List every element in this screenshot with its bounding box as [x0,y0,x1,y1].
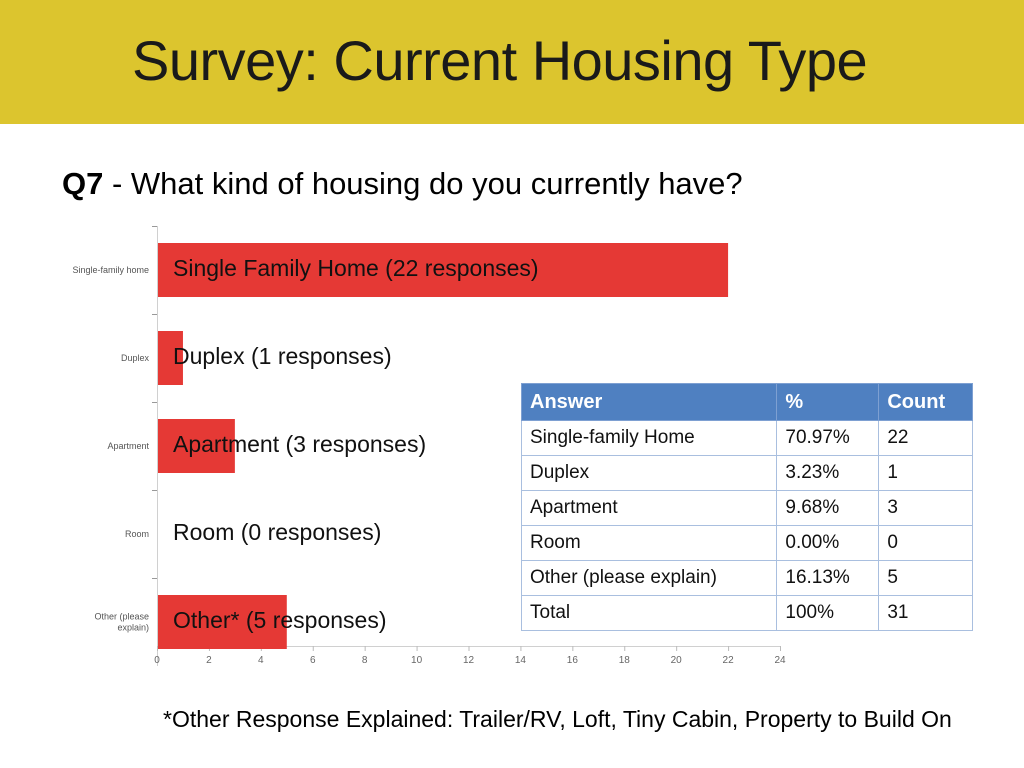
table-body: Single-family Home 70.97% 22 Duplex 3.23% 1 Ap… [520,420,973,631]
table-cell: 0.00% [776,525,880,561]
table-row: Other (please explain) 16.13% 5 [520,560,973,596]
bar-label: Single Family Home (22 responses) [173,255,539,281]
table-cell: Single-family Home [520,420,778,456]
table-cell: 1 [878,455,973,491]
table-cell: 100% [776,595,880,631]
table-cell: 70.97% [776,420,880,456]
bar [158,331,183,385]
x-tick-label: 4 [258,655,264,666]
table-cell: Duplex [520,455,778,491]
table-row: Total 100% 31 [520,595,973,631]
table-header-cell: % [776,383,880,421]
table-cell: 3.23% [776,455,880,491]
table-header-cell: Count [878,383,973,421]
table-cell: 16.13% [776,560,880,596]
table-row: Apartment 9.68% 3 [520,490,973,526]
category-label: explain) [117,623,149,633]
table-cell: 9.68% [776,490,880,526]
question-number: Q7 [62,166,104,201]
table-cell: 0 [878,525,973,561]
table-cell: 22 [878,420,973,456]
table-header-row: Answer% Count [520,383,973,421]
category-label: Room [125,529,149,539]
category-label: Apartment [107,441,149,451]
table-cell: 5 [878,560,973,596]
table-cell: 31 [878,595,973,631]
table-cell: Room [520,525,778,561]
page-title: Survey: Current Housing Type [132,29,868,92]
question-text: - What kind of housing do you currently … [103,166,743,201]
x-tick-label: 24 [774,655,786,666]
table-cell: Apartment [520,490,778,526]
x-tick-label: 22 [723,655,735,666]
table-cell: Total [520,595,778,631]
x-tick-label: 18 [619,655,631,666]
table-cell: 3 [878,490,973,526]
response-table: Answer% Count Single-family Home 70.97% 22 D… [520,383,973,631]
category-label: Single-family home [72,265,149,275]
bar [158,595,287,649]
title-banner: Survey: Current Housing Type [0,0,1024,124]
x-tick-label: 6 [310,655,316,666]
bar-label: Duplex (1 responses) [173,343,392,369]
table-row: Room 0.00% 0 [520,525,973,561]
table-header-cell: Answer [520,383,778,421]
table-row: Duplex 3.23% 1 [520,455,973,491]
bar-label: Room (0 responses) [173,519,382,545]
table-cell: Other (please explain) [520,560,778,596]
x-tick-label: 14 [515,655,527,666]
category-label: Duplex [121,353,150,363]
question: Q7 - What kind of housing do you current… [62,166,743,202]
x-tick-label: 2 [206,655,212,666]
x-tick-label: 10 [411,655,423,666]
bar-label: Apartment (3 responses) [173,431,427,457]
x-tick-label: 0 [154,655,160,666]
table-row: Single-family Home 70.97% 22 [520,420,973,456]
x-tick-label: 16 [567,655,579,666]
footnote: *Other Response Explained: Trailer/RV, L… [163,706,952,732]
bar [158,419,235,473]
category-label: Other (please [94,612,149,622]
x-tick-label: 20 [671,655,683,666]
bar [158,243,729,297]
bar-label: Other* (5 responses) [173,607,387,633]
x-tick-label: 8 [362,655,368,666]
x-tick-label: 12 [463,655,475,666]
